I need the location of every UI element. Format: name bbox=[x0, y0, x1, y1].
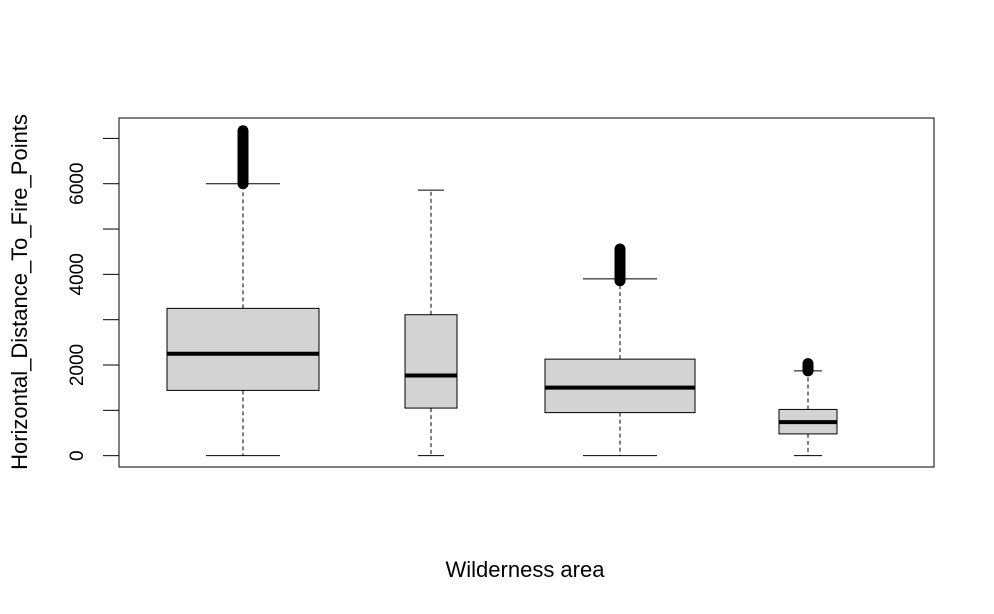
box-2 bbox=[404, 189, 458, 457]
y-axis-label: Horizontal_Distance_To_Fire_Points bbox=[7, 114, 32, 470]
y-tick-label: 2000 bbox=[67, 344, 88, 386]
box-4 bbox=[778, 358, 838, 457]
y-tick-label: 0 bbox=[67, 450, 88, 461]
boxes-group bbox=[166, 125, 838, 457]
x-axis-label: Wilderness area bbox=[446, 557, 606, 582]
box-iqr bbox=[166, 307, 320, 391]
box-3 bbox=[544, 243, 696, 457]
box-1 bbox=[166, 125, 320, 457]
box-iqr bbox=[404, 314, 458, 409]
y-axis: 0 2000 4000 6000 bbox=[67, 137, 120, 461]
y-tick-label: 6000 bbox=[67, 163, 88, 205]
y-tick-label: 4000 bbox=[67, 253, 88, 295]
